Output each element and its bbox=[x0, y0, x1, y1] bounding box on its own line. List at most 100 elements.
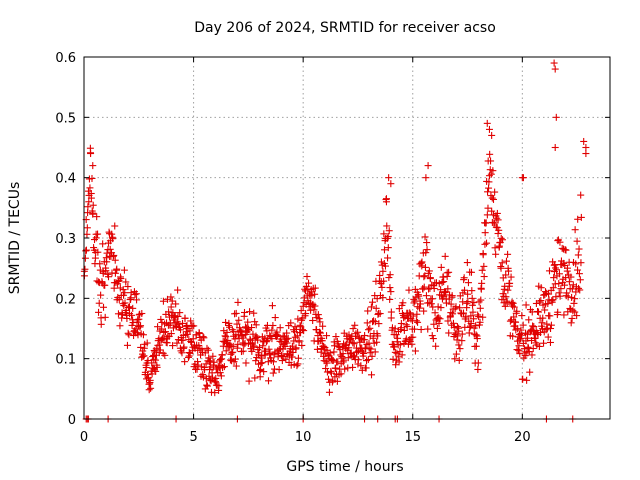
data-point bbox=[91, 236, 99, 244]
data-point bbox=[495, 226, 503, 234]
data-point bbox=[125, 303, 133, 311]
data-point bbox=[295, 337, 303, 345]
data-point bbox=[101, 313, 109, 321]
x-tick-label: 0 bbox=[80, 430, 88, 445]
data-point bbox=[266, 349, 274, 357]
data-point bbox=[324, 375, 332, 383]
data-point bbox=[475, 298, 483, 306]
data-point bbox=[484, 204, 492, 212]
data-point bbox=[89, 162, 97, 170]
data-point bbox=[574, 215, 582, 223]
data-point bbox=[102, 267, 110, 275]
data-point bbox=[493, 209, 501, 217]
data-point bbox=[313, 345, 321, 353]
data-point bbox=[127, 289, 135, 297]
data-point bbox=[298, 326, 306, 334]
data-point bbox=[131, 291, 139, 299]
data-point bbox=[147, 384, 155, 392]
data-point bbox=[414, 318, 422, 326]
data-point bbox=[470, 315, 478, 323]
data-point bbox=[546, 338, 554, 346]
data-point bbox=[391, 348, 399, 356]
data-point bbox=[133, 296, 141, 304]
data-point bbox=[374, 332, 382, 340]
data-point bbox=[251, 318, 259, 326]
data-point bbox=[377, 258, 385, 266]
data-point bbox=[502, 257, 510, 265]
data-point bbox=[402, 321, 410, 329]
data-point bbox=[485, 178, 493, 186]
data-point bbox=[424, 325, 432, 333]
data-point bbox=[278, 357, 286, 365]
data-point bbox=[345, 344, 353, 352]
data-point bbox=[468, 287, 476, 295]
data-point bbox=[123, 314, 131, 322]
data-point bbox=[546, 312, 554, 320]
data-point bbox=[387, 314, 395, 322]
data-point bbox=[265, 345, 273, 353]
data-point bbox=[311, 302, 319, 310]
data-point bbox=[452, 303, 460, 311]
data-point bbox=[504, 286, 512, 294]
data-point bbox=[489, 167, 497, 175]
y-tick-label: 0.6 bbox=[55, 51, 76, 66]
data-point bbox=[573, 312, 581, 320]
data-point bbox=[160, 328, 168, 336]
data-point bbox=[549, 284, 557, 292]
data-point bbox=[115, 296, 123, 304]
data-point bbox=[87, 150, 95, 158]
data-point bbox=[395, 358, 403, 366]
data-point bbox=[550, 59, 558, 67]
data-point bbox=[551, 264, 559, 272]
data-point bbox=[437, 304, 445, 312]
data-point bbox=[483, 239, 491, 247]
data-point bbox=[449, 319, 457, 327]
data-point bbox=[502, 293, 510, 301]
data-point bbox=[423, 239, 431, 247]
data-point bbox=[203, 382, 211, 390]
data-point bbox=[361, 331, 369, 339]
data-point bbox=[144, 357, 152, 365]
data-point bbox=[360, 349, 368, 357]
data-point bbox=[327, 369, 335, 377]
data-point bbox=[513, 307, 521, 315]
data-point bbox=[151, 348, 159, 356]
data-point bbox=[455, 356, 463, 364]
data-point bbox=[568, 314, 576, 322]
data-point bbox=[268, 326, 276, 334]
data-point bbox=[323, 368, 331, 376]
data-point bbox=[373, 295, 381, 303]
data-point bbox=[316, 329, 324, 337]
data-point bbox=[226, 341, 234, 349]
data-point bbox=[195, 329, 203, 337]
data-point bbox=[139, 352, 147, 360]
data-point bbox=[386, 284, 394, 292]
data-point bbox=[483, 119, 491, 127]
data-point bbox=[123, 341, 131, 349]
data-point bbox=[447, 300, 455, 308]
data-point bbox=[116, 284, 124, 292]
data-point bbox=[390, 343, 398, 351]
data-point bbox=[368, 371, 376, 379]
data-point bbox=[510, 313, 518, 321]
data-point bbox=[535, 342, 543, 350]
data-point bbox=[555, 289, 563, 297]
data-point bbox=[572, 288, 580, 296]
data-point bbox=[505, 267, 513, 275]
data-point bbox=[378, 283, 386, 291]
data-point bbox=[429, 335, 437, 343]
data-point bbox=[577, 191, 585, 199]
data-point bbox=[350, 340, 358, 348]
data-point bbox=[233, 320, 241, 328]
data-point bbox=[423, 246, 431, 254]
data-point bbox=[271, 314, 279, 322]
data-point bbox=[442, 299, 450, 307]
data-point bbox=[222, 318, 230, 326]
data-point bbox=[479, 251, 487, 259]
data-point bbox=[488, 207, 496, 215]
data-point bbox=[552, 113, 560, 121]
data-point bbox=[478, 279, 486, 287]
data-point bbox=[283, 329, 291, 337]
y-tick-label: 0.2 bbox=[55, 292, 76, 307]
data-point bbox=[250, 342, 258, 350]
